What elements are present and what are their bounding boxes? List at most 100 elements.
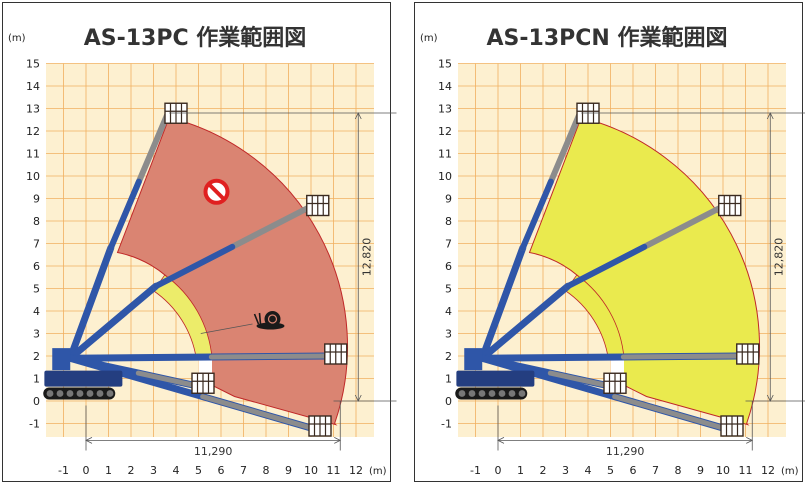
panel-title: AS-13PCN 作業範囲図 [487, 25, 728, 51]
x-tick-label: 7 [240, 464, 247, 477]
snail-shell [265, 311, 281, 327]
y-tick-label: 7 [33, 238, 40, 251]
x-tick-label: 12 [761, 464, 775, 477]
x-tick-label: 3 [562, 464, 569, 477]
y-tick-label: 11 [438, 148, 452, 161]
y-tick-label: 15 [438, 58, 452, 71]
track-wheel [479, 390, 486, 397]
height-label: 12,820 [772, 238, 785, 277]
y-tick-label: 4 [445, 305, 452, 318]
y-tick-label: 3 [445, 328, 452, 341]
prohibited-icon [206, 181, 228, 203]
track-wheel [97, 390, 104, 397]
x-tick-label: 1 [105, 464, 112, 477]
y-tick-label: 1 [445, 373, 452, 386]
bucket-icon [192, 373, 214, 393]
x-tick-label: 9 [285, 464, 292, 477]
bucket-icon [309, 416, 331, 436]
x-tick-label: 5 [195, 464, 202, 477]
track-wheel [469, 390, 476, 397]
y-tick-label: 10 [26, 170, 40, 183]
y-tick-label: 2 [445, 350, 452, 363]
track-wheel [509, 390, 516, 397]
y-tick-label: 11 [26, 148, 40, 161]
y-tick-label: 14 [438, 80, 452, 93]
y-tick-label: 1 [33, 373, 40, 386]
reach-label: 11,290 [194, 445, 233, 458]
track-wheel [47, 390, 54, 397]
track-wheel [519, 390, 526, 397]
y-tick-label: 14 [26, 80, 40, 93]
x-tick-label: 11 [327, 464, 341, 477]
bucket-icon [604, 373, 626, 393]
y-tick-label: 6 [33, 260, 40, 273]
y-tick-label: 0 [33, 395, 40, 408]
x-tick-label: 2 [128, 464, 135, 477]
x-tick-label: 10 [716, 464, 730, 477]
x-tick-label: -1 [58, 464, 69, 477]
track-wheel [459, 390, 466, 397]
y-tick-label: 12 [26, 125, 40, 138]
x-tick-label: 8 [263, 464, 270, 477]
x-unit-label: (m) [369, 466, 387, 477]
x-tick-label: 2 [540, 464, 547, 477]
y-tick-label: 9 [33, 193, 40, 206]
track-wheel [77, 390, 84, 397]
x-tick-label: 7 [652, 464, 659, 477]
bucket-icon [307, 196, 329, 216]
y-tick-label: 8 [445, 215, 452, 228]
y-unit-label: (m) [8, 33, 26, 44]
x-tick-label: 4 [173, 464, 180, 477]
x-tick-label: 9 [697, 464, 704, 477]
machine-turret [464, 348, 482, 370]
y-tick-label: 5 [445, 283, 452, 296]
y-tick-label: 10 [438, 170, 452, 183]
bucket-icon [325, 344, 347, 364]
y-tick-label: 2 [33, 350, 40, 363]
height-label: 12,820 [360, 238, 373, 277]
fly-boom [623, 356, 738, 357]
x-tick-label: 0 [495, 464, 502, 477]
y-tick-label: 8 [33, 215, 40, 228]
bucket-icon [721, 416, 743, 436]
y-tick-label: 7 [445, 238, 452, 251]
x-tick-label: -1 [470, 464, 481, 477]
track-wheel [499, 390, 506, 397]
reach-label: 11,290 [606, 445, 645, 458]
track-wheel [489, 390, 496, 397]
bucket-icon [719, 196, 741, 216]
x-tick-label: 5 [607, 464, 614, 477]
y-tick-label: 0 [445, 395, 452, 408]
y-tick-label: -1 [441, 418, 452, 431]
y-tick-label: 9 [445, 193, 452, 206]
bucket-icon [737, 344, 759, 364]
panel-title: AS-13PC 作業範囲図 [84, 25, 307, 51]
y-tick-label: 12 [438, 125, 452, 138]
machine-body [456, 371, 534, 387]
y-tick-label: 5 [33, 283, 40, 296]
y-tick-label: 15 [26, 58, 40, 71]
track-wheel [107, 390, 114, 397]
y-tick-label: 13 [438, 103, 452, 116]
x-tick-label: 12 [349, 464, 363, 477]
x-tick-label: 4 [585, 464, 592, 477]
track-wheel [57, 390, 64, 397]
x-tick-label: 0 [83, 464, 90, 477]
x-tick-label: 6 [218, 464, 225, 477]
y-tick-label: 6 [445, 260, 452, 273]
x-tick-label: 8 [675, 464, 682, 477]
x-tick-label: 6 [630, 464, 637, 477]
machine-body [44, 371, 122, 387]
x-unit-label: (m) [781, 466, 799, 477]
track-wheel [87, 390, 94, 397]
fly-boom [211, 356, 326, 357]
y-tick-label: -1 [29, 418, 40, 431]
x-tick-label: 1 [517, 464, 524, 477]
y-unit-label: (m) [420, 33, 438, 44]
y-tick-label: 3 [33, 328, 40, 341]
y-tick-label: 4 [33, 305, 40, 318]
